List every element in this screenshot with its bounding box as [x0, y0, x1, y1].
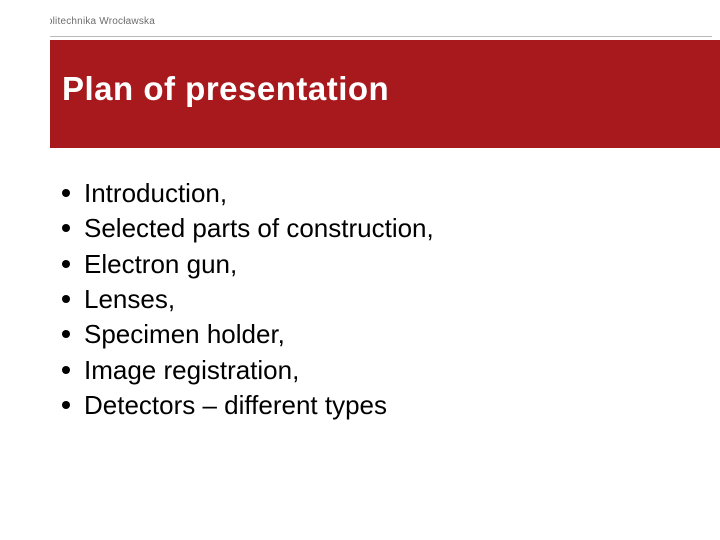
list-item: Detectors – different types [62, 388, 434, 423]
bullet-text: Selected parts of construction, [84, 211, 434, 246]
list-item: Introduction, [62, 176, 434, 211]
bullet-text: Image registration, [84, 353, 299, 388]
bullet-list: Introduction, Selected parts of construc… [62, 176, 434, 424]
brand-divider [36, 36, 712, 37]
list-item: Specimen holder, [62, 317, 434, 352]
bullet-icon [62, 189, 70, 197]
slide: Politechnika Wrocławska Plan of presenta… [0, 0, 720, 540]
bullet-icon [62, 295, 70, 303]
slide-title: Plan of presentation [62, 70, 389, 108]
brand-strip: Politechnika Wrocławska [0, 6, 720, 36]
bullet-text: Lenses, [84, 282, 175, 317]
bullet-icon [62, 224, 70, 232]
bullet-icon [62, 260, 70, 268]
list-item: Lenses, [62, 282, 434, 317]
brand-name: Politechnika Wrocławska [40, 16, 155, 27]
bullet-text: Electron gun, [84, 247, 237, 282]
bullet-icon [62, 330, 70, 338]
bullet-icon [62, 401, 70, 409]
list-item: Electron gun, [62, 247, 434, 282]
content-area: Introduction, Selected parts of construc… [62, 176, 434, 424]
bullet-text: Specimen holder, [84, 317, 285, 352]
list-item: Image registration, [62, 353, 434, 388]
bullet-icon [62, 366, 70, 374]
title-band-left-cut [0, 40, 50, 148]
bullet-text: Detectors – different types [84, 388, 387, 423]
list-item: Selected parts of construction, [62, 211, 434, 246]
bullet-text: Introduction, [84, 176, 227, 211]
